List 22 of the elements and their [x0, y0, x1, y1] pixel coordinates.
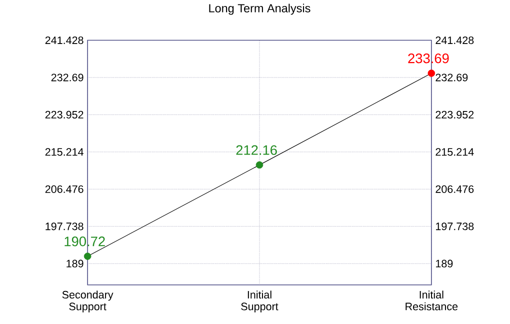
y-tick-label: 223.952 [45, 110, 84, 118]
x-tick-label: Initial Resistance [406, 290, 458, 310]
y-tick-label: 197.738 [46, 222, 84, 230]
point [428, 70, 436, 77]
y2-tick-label: 197.738 [436, 222, 474, 230]
x-tick-label: Secondary Support [62, 290, 114, 312]
y2-tick-label: 206.476 [436, 185, 474, 193]
y2-tick-label: 232.69 [436, 74, 468, 82]
y2-tick-label: 223.952 [436, 110, 474, 118]
y2-tick-label: 189 [436, 260, 453, 268]
x-tick-label: Initial Support [241, 290, 278, 312]
y2-tick-label: 241.428 [436, 36, 474, 44]
point [84, 252, 92, 260]
y2-tick-label: 215.214 [436, 148, 474, 156]
chart-title: Long Term Analysis [209, 4, 310, 15]
data-label: 212.16 [236, 145, 277, 155]
y-tick-label: 232.69 [51, 74, 84, 82]
y-tick-label: 215.214 [45, 148, 84, 156]
y-tick-label: 241.428 [45, 36, 84, 44]
y-tick-label: 206.476 [45, 185, 84, 193]
point [256, 161, 264, 168]
y-tick-label: 189 [66, 260, 84, 268]
